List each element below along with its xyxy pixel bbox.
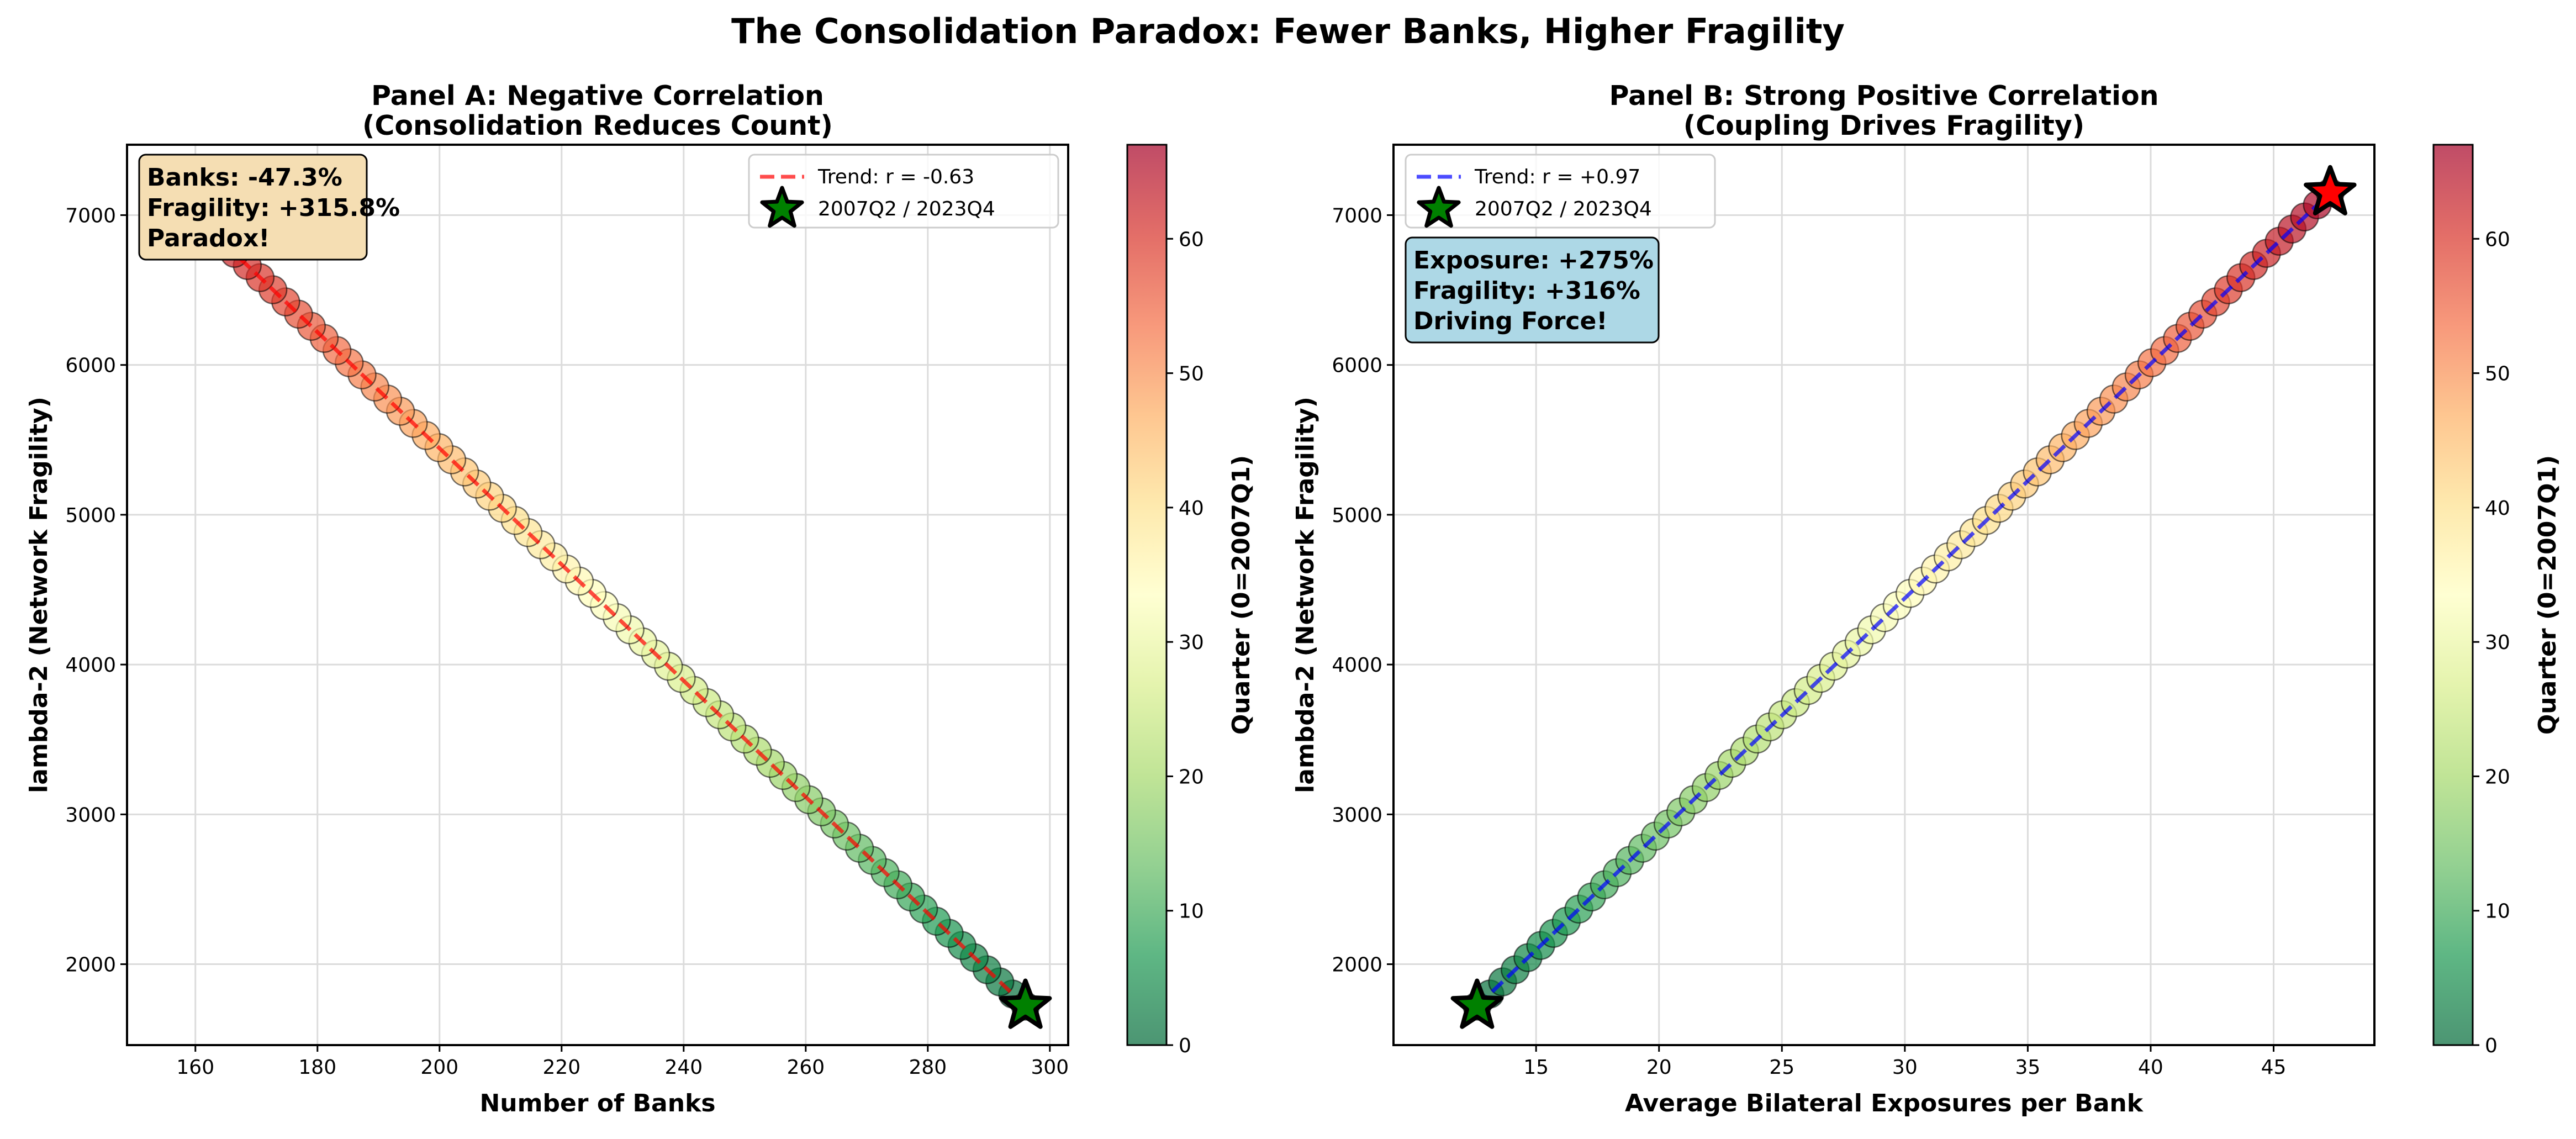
y-tick-label: 7000 <box>1332 204 1382 227</box>
y-tick-label: 2000 <box>1332 954 1382 977</box>
colorbar-label: Quarter (0=2007Q1) <box>1227 455 1255 735</box>
start-star-marker <box>1450 978 1504 1029</box>
x-tick-label: 280 <box>909 1056 947 1079</box>
figure-title: The Consolidation Paradox: Fewer Banks, … <box>731 11 1845 51</box>
y-tick-label: 6000 <box>1332 355 1382 377</box>
annotation-line: Fragility: +316% <box>1413 277 1640 305</box>
panel-title-line2: (Coupling Drives Fragility) <box>1683 110 2084 141</box>
y-tick-label: 7000 <box>65 204 116 227</box>
colorbar-tick-label: 60 <box>1179 228 1204 251</box>
start-star-marker <box>999 978 1052 1029</box>
colorbar-tick-label: 10 <box>1179 900 1204 923</box>
trend-line <box>170 191 1027 1008</box>
colorbar-tick-label: 20 <box>1179 766 1204 788</box>
panel-b: Panel B: Strong Positive Correlation(Cou… <box>1291 80 2562 1117</box>
annotation-line: Banks: -47.3% <box>147 164 342 192</box>
y-tick-label: 3000 <box>1332 804 1382 826</box>
legend-trend-label: Trend: r = -0.63 <box>817 166 974 188</box>
y-axis-label: lambda-2 (Network Fragility) <box>25 397 53 793</box>
annotation-line: Fragility: +315.8% <box>147 194 400 222</box>
x-tick-label: 240 <box>664 1056 703 1079</box>
colorbar-tick-label: 0 <box>1179 1035 1191 1057</box>
colorbar-tick-label: 40 <box>2485 497 2510 520</box>
y-tick-label: 4000 <box>65 654 116 677</box>
x-tick-label: 260 <box>786 1056 825 1079</box>
axes-frame <box>1392 144 2376 1046</box>
annotation-box <box>138 154 368 261</box>
x-tick-label: 20 <box>1646 1056 1672 1079</box>
legend-star-label: 2007Q2 / 2023Q4 <box>818 198 995 220</box>
x-axis-label: Number of Banks <box>479 1089 715 1117</box>
y-tick-label: 4000 <box>1332 654 1382 677</box>
colorbar-tick-label: 0 <box>2485 1035 2498 1057</box>
annotation-box <box>1405 236 1660 344</box>
x-tick-label: 25 <box>1769 1056 1794 1079</box>
x-tick-label: 35 <box>2015 1056 2040 1079</box>
x-tick-label: 200 <box>420 1056 458 1079</box>
x-tick-label: 220 <box>542 1056 580 1079</box>
colorbar-tick-label: 40 <box>1179 497 1204 520</box>
x-tick-label: 15 <box>1523 1056 1549 1079</box>
y-tick-label: 5000 <box>65 504 116 527</box>
annotation-line: Driving Force! <box>1413 307 1607 335</box>
legend-box <box>748 154 1059 229</box>
panel-title-line2: (Consolidation Reduces Count) <box>362 110 833 141</box>
panel-title-line1: Panel A: Negative Correlation <box>371 80 824 112</box>
axes-frame <box>126 144 1069 1046</box>
colorbar-tick-label: 50 <box>2485 363 2510 386</box>
colorbar-tick-label: 20 <box>2485 766 2510 788</box>
legend-box <box>1405 154 1716 229</box>
annotation-line: Exposure: +275% <box>1413 246 1654 275</box>
colorbar-tick-label: 50 <box>1179 363 1204 386</box>
colorbar-label: Quarter (0=2007Q1) <box>2533 455 2562 735</box>
y-axis-label: lambda-2 (Network Fragility) <box>1291 397 1319 793</box>
legend-trend-label: Trend: r = +0.97 <box>1474 166 1640 188</box>
x-tick-label: 30 <box>1892 1056 1918 1079</box>
y-tick-label: 2000 <box>65 954 116 977</box>
colorbar-tick-label: 60 <box>2485 228 2510 251</box>
x-tick-label: 300 <box>1031 1056 1069 1079</box>
trend-line <box>1475 191 2332 1008</box>
colorbar-tick-label: 30 <box>1179 631 1204 654</box>
colorbar-tick-label: 30 <box>2485 631 2510 654</box>
colorbar <box>2432 144 2474 1046</box>
legend-star-swatch <box>1417 186 1461 228</box>
legend-star-swatch <box>760 186 804 228</box>
panel-a: Panel A: Negative Correlation(Consolidat… <box>25 80 1255 1117</box>
y-tick-label: 3000 <box>65 804 116 826</box>
colorbar-tick-label: 10 <box>2485 900 2510 923</box>
x-axis-label: Average Bilateral Exposures per Bank <box>1625 1089 2144 1117</box>
x-tick-label: 45 <box>2261 1056 2287 1079</box>
legend-star-label: 2007Q2 / 2023Q4 <box>1475 198 1652 220</box>
panel-title-line1: Panel B: Strong Positive Correlation <box>1609 80 2158 112</box>
y-tick-label: 5000 <box>1332 504 1382 527</box>
x-tick-label: 40 <box>2138 1056 2163 1079</box>
x-tick-label: 160 <box>176 1056 214 1079</box>
x-tick-label: 180 <box>298 1056 336 1079</box>
y-tick-label: 6000 <box>65 355 116 377</box>
end-star-marker <box>2304 165 2357 215</box>
colorbar <box>1126 144 1168 1046</box>
annotation-line: Paradox! <box>147 224 270 252</box>
